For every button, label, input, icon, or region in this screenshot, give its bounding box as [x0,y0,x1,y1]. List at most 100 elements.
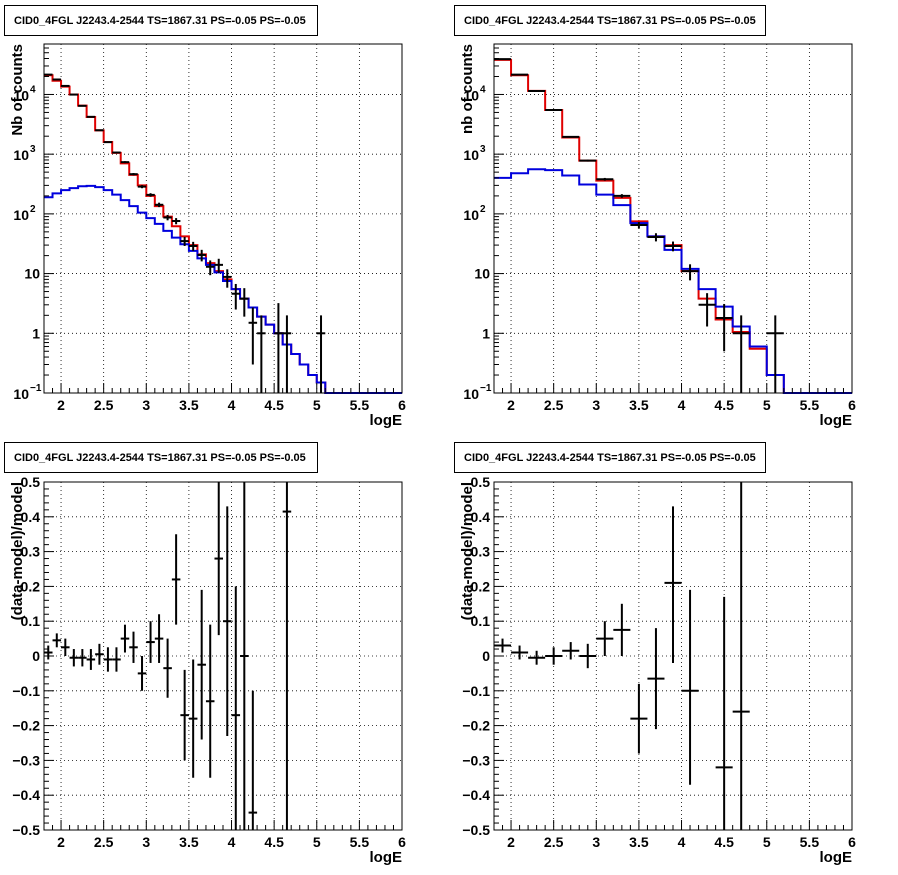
data-point [579,159,597,162]
data-point [163,214,172,221]
data-point [214,258,223,273]
data-point [240,482,249,830]
data-point [112,647,121,672]
data-point [248,307,258,365]
x-tick-label: 2 [57,397,65,413]
x-tick-label: 2.5 [544,397,564,413]
y-tick-label: 0.4 [21,509,41,525]
y-tick-label: 1 [32,325,40,341]
data-point [511,645,529,660]
data-point [95,643,104,665]
data-point [120,161,130,164]
y-tick-label: −0.2 [462,718,490,734]
x-tick-label: 2 [507,834,515,850]
plot-area [494,44,852,393]
data-point [61,638,70,656]
y-tick-label: −0.5 [12,822,40,838]
data-point [44,645,53,660]
y-tick-label-exponent: −1 [30,383,42,394]
title-box [4,442,318,473]
data-point [231,586,241,830]
data-point [613,603,631,656]
data-point [103,141,113,144]
chart-panel-3: 2 2.5 3 3.5 4 4.5 5 5.5 6 −0.5 −0.4 −0.3 −0.2 −0.1 0 0.… [4,442,406,866]
x-tick-label: 5.5 [350,834,370,850]
x-tick-label: 4.5 [264,397,284,413]
x-tick-label: 3 [592,834,600,850]
y-tick-label: 10 [13,147,29,163]
data-point [69,93,79,96]
y-axis-label: nb of counts [459,44,476,134]
chart-panel-4: 2 2.5 3 3.5 4 4.5 5 5.5 6 −0.5 −0.4 −0.3 −0.2 −0.1 0 0.… [454,442,856,866]
data-point [630,683,648,754]
data-point [681,589,699,785]
x-tick-label: 6 [848,834,856,850]
x-tick-label: 5 [313,834,321,850]
y-tick-label: 0.1 [471,613,491,629]
data-point [715,596,733,830]
x-tick-label: 2.5 [94,397,114,413]
data-point [137,185,147,189]
y-tick-label: 0.3 [471,544,491,560]
y-tick-label: 0 [482,648,490,664]
y-tick-label-exponent: 3 [30,144,36,155]
data-point [197,589,206,740]
data-point [120,624,130,653]
title-box [4,5,318,36]
chart-title: CID0_4FGL J2243.4-2544 TS=1867.31 PS=-0.… [14,15,306,27]
x-axis-label: logE [820,849,853,866]
data-point [205,260,215,276]
data-point [274,303,283,393]
x-tick-label: 3.5 [629,834,649,850]
x-tick-label: 2 [57,834,65,850]
y-tick-label: −0.2 [12,718,40,734]
data-point [146,193,155,197]
y-tick-label: 0.1 [21,613,41,629]
data-point [681,264,699,281]
data-point [715,303,733,352]
y-tick-label: 10 [463,386,479,402]
data-point [494,638,512,653]
y-tick-label: 0.3 [21,544,41,560]
y-tick-label: 10 [13,386,29,402]
data-point [188,241,198,251]
x-tick-label: 6 [848,397,856,413]
data-point [223,269,232,288]
x-tick-label: 3 [592,397,600,413]
axis-ticks [43,43,403,394]
y-tick-label: 10 [463,207,479,223]
data-point [163,638,172,698]
x-tick-label: 6 [398,834,406,850]
data-point [112,151,121,154]
axis-ticks [493,43,853,394]
data-point [69,649,79,667]
y-tick-label: 0.4 [471,509,491,525]
y-tick-label: −0.3 [12,752,40,768]
x-axis-label: logE [370,412,403,429]
data-point [78,104,87,107]
plot-area [44,44,402,393]
data-point [579,643,597,669]
x-tick-label: 5.5 [800,834,820,850]
data-point [154,202,164,208]
data-point [171,218,181,225]
x-axis-label: logE [370,849,403,866]
y-tick-label: −0.3 [462,752,490,768]
y-tick-label-exponent: 3 [480,144,486,155]
x-tick-label: 5 [763,397,771,413]
chart-title: CID0_4FGL J2243.4-2544 TS=1867.31 PS=-0.… [464,15,756,27]
data-point [137,656,147,691]
data-point [698,293,716,327]
data-point [171,534,181,625]
data-point [732,315,750,393]
data-point [316,315,326,393]
x-tick-label: 3.5 [179,834,199,850]
x-tick-label: 2 [507,397,515,413]
x-tick-label: 3.5 [179,397,199,413]
data-point [545,647,563,665]
x-tick-label: 4 [678,834,686,850]
x-tick-label: 4.5 [714,834,734,850]
data-point [664,241,682,252]
y-tick-label: −0.4 [462,787,490,803]
